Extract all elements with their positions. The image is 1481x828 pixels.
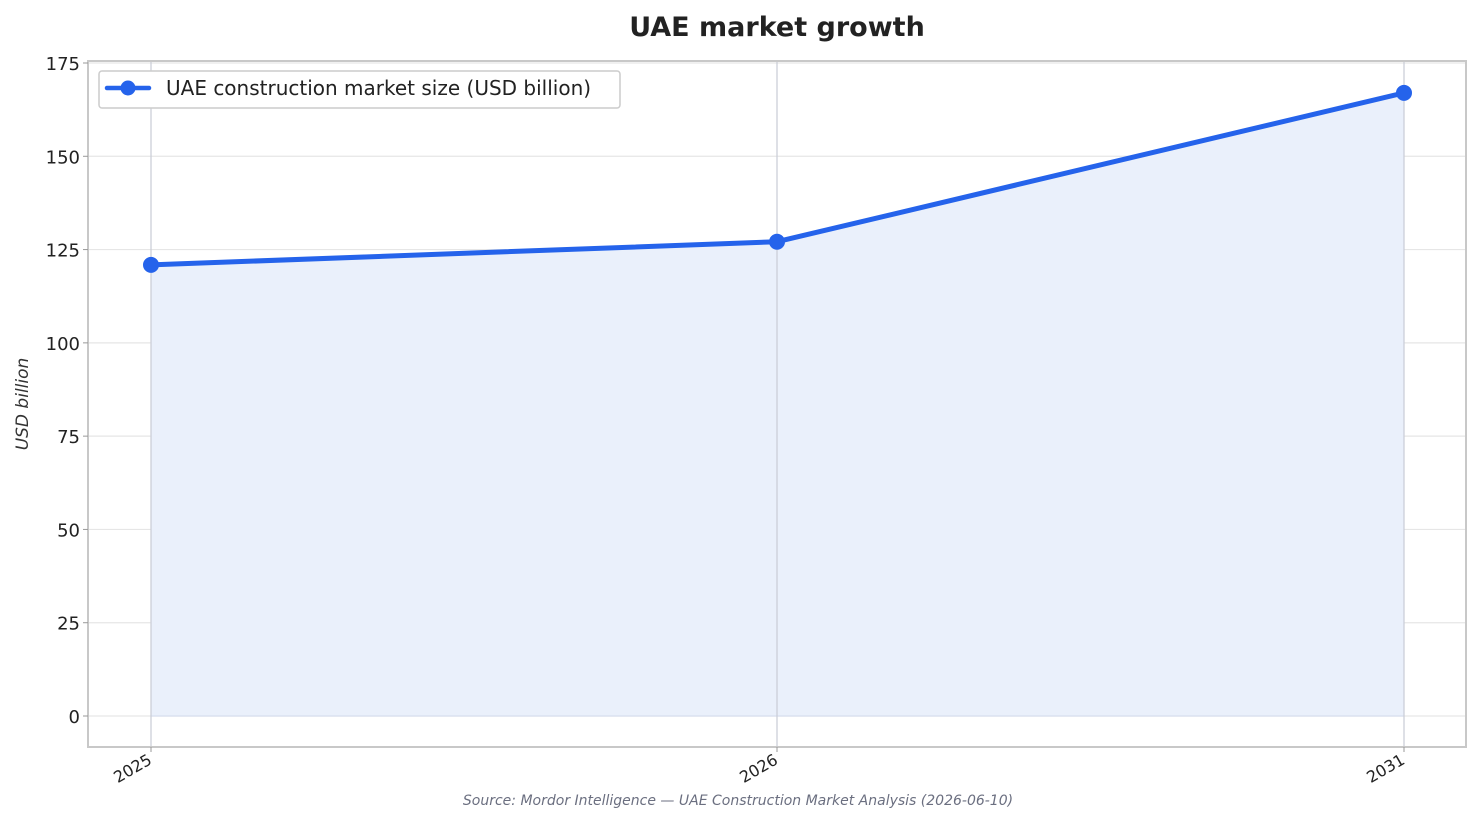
y-tick-label-125: 125 (46, 241, 80, 262)
legend[interactable]: UAE construction market size (USD billio… (98, 70, 621, 109)
x-tick-label-2026: 2026 (736, 750, 781, 787)
vertical-guide-layer (150, 61, 1405, 747)
y-tick-label-0: 0 (69, 707, 80, 728)
chart-title: UAE market growth (629, 12, 925, 43)
data-point-2026[interactable] (769, 233, 785, 250)
y-tick-label-75: 75 (57, 427, 80, 448)
x-tick-label-2031: 2031 (1363, 750, 1408, 787)
y-axis-label: USD billion (13, 358, 33, 451)
x-tick-label-2025: 2025 (110, 750, 155, 787)
legend-box (98, 70, 621, 109)
legend-label: UAE construction market size (USD billio… (166, 76, 591, 100)
data-point-2025[interactable] (143, 256, 159, 273)
y-tick-label-50: 50 (57, 520, 80, 541)
legend-marker-swatch (120, 80, 136, 96)
series-point-layer (143, 84, 1412, 273)
x-tick-labels: 2025 2026 2031 (110, 747, 1408, 787)
y-tick-label-150: 150 (46, 147, 80, 168)
data-point-2031[interactable] (1396, 84, 1412, 101)
y-tick-label-100: 100 (46, 334, 80, 355)
y-tick-label-175: 175 (46, 54, 80, 75)
source-note: Source: Mordor Intelligence — UAE Constr… (463, 793, 1013, 809)
y-tick-label-25: 25 (57, 614, 80, 635)
y-tick-labels: 0 25 50 75 100 125 150 175 (46, 54, 88, 728)
